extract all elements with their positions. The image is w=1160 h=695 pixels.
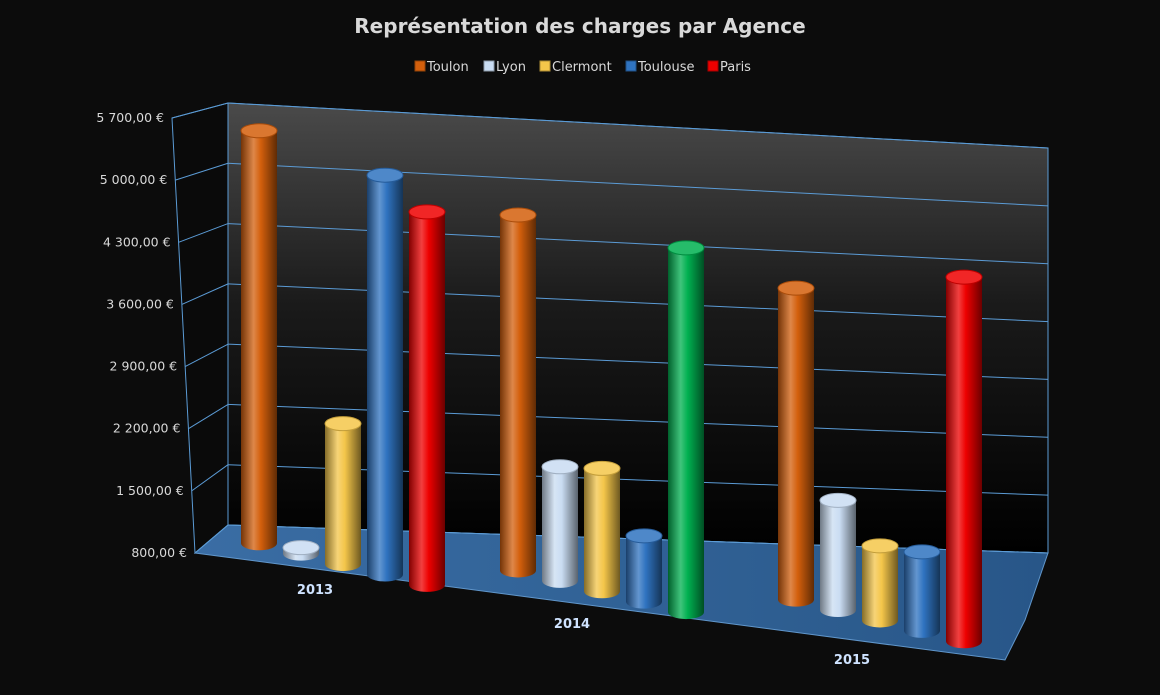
bar-clermont-2014: [583, 460, 621, 599]
legend-item-clermont: Clermont: [539, 60, 612, 75]
legend-label: Toulouse: [637, 60, 695, 75]
legend-swatch: [707, 60, 719, 72]
bar-paris-2014: [667, 240, 705, 620]
gridline-side: [181, 283, 229, 305]
bar-top: [819, 492, 857, 508]
bar-top: [861, 538, 899, 554]
bar-toulouse-2014: [625, 528, 663, 609]
gridline-side: [171, 102, 229, 119]
y-tick-label: 1 500,00 €: [116, 483, 184, 498]
category-label: 2014: [554, 617, 590, 632]
y-tick-label: 2 900,00 €: [110, 359, 178, 374]
legend-item-paris: Paris: [707, 60, 751, 75]
y-tick-label: 800,00 €: [131, 545, 187, 560]
bar-body: [862, 545, 898, 628]
y-axis-ticks: 5 700,00 € 5 000,00 € 4 300,00 € 3 600,00 €…: [96, 110, 187, 560]
bar-top: [903, 544, 941, 560]
bar-paris-2015: [945, 269, 983, 649]
bar-lyon-2014: [541, 459, 579, 588]
bar-body: [820, 500, 856, 618]
gridline-side: [184, 343, 229, 368]
legend-label: Clermont: [552, 60, 612, 75]
gridline: [227, 464, 1049, 496]
gridline-side: [194, 524, 229, 554]
bar-body: [325, 423, 361, 572]
legend-swatch: [539, 60, 551, 72]
bar-top: [366, 167, 404, 183]
x-axis-categories: 2013 2014 2015: [297, 583, 870, 668]
bar-body: [367, 175, 403, 582]
y-tick-label: 5 700,00 €: [96, 110, 164, 125]
bar-body: [668, 247, 704, 620]
legend-item-lyon: Lyon: [483, 60, 526, 75]
gridline-side: [175, 162, 229, 181]
bar-top: [240, 123, 278, 139]
bar-body: [778, 288, 814, 607]
gridline: [227, 403, 1049, 438]
gridline: [227, 162, 1049, 207]
legend-item-toulouse: Toulouse: [625, 60, 695, 75]
legend-swatch: [625, 60, 637, 72]
gridline-side: [188, 404, 229, 430]
gridline: [227, 283, 1049, 323]
gridline: [227, 102, 1049, 149]
category-label: 2015: [834, 653, 870, 668]
gridline-side: [178, 223, 229, 243]
y-tick-label: 4 300,00 €: [103, 234, 171, 249]
bar-toulouse-2015: [903, 544, 941, 638]
bar-body: [241, 130, 277, 551]
legend-label: Paris: [720, 60, 751, 75]
bar-body: [904, 551, 940, 638]
bar-clermont-2013: [324, 416, 362, 572]
legend-item-toulon: Toulon: [414, 60, 469, 75]
y-tick-label: 5 000,00 €: [100, 172, 168, 187]
bar-top: [667, 240, 705, 256]
bar-toulon-2015: [777, 280, 815, 607]
chart-title: Représentation des charges par Agence: [354, 14, 805, 38]
bar-top: [541, 459, 579, 475]
legend-label: Lyon: [496, 60, 526, 75]
bars: [240, 123, 983, 649]
bar-body: [409, 211, 445, 592]
bar-top: [499, 207, 537, 223]
bar-top: [625, 528, 663, 544]
y-tick-label: 2 200,00 €: [113, 421, 181, 436]
category-label: 2013: [297, 583, 333, 598]
bar-toulon-2013: [240, 123, 278, 551]
bar-top: [777, 280, 815, 296]
bar-clermont-2015: [861, 538, 899, 628]
bar-lyon-2015: [819, 492, 857, 618]
bar-toulouse-2013: [366, 167, 404, 582]
bar-top: [945, 269, 983, 285]
legend-swatch: [483, 60, 495, 72]
bar-body: [626, 535, 662, 609]
bar-top: [324, 416, 362, 432]
bar-paris-2013: [408, 204, 446, 592]
legend-label: Toulon: [426, 60, 469, 75]
bar-top: [282, 540, 320, 556]
legend: Toulon Lyon Clermont Toulouse Paris: [414, 60, 751, 75]
y-tick-label: 3 600,00 €: [106, 296, 174, 311]
bar-body: [946, 277, 982, 649]
legend-swatch: [414, 60, 426, 72]
bar-body: [500, 215, 536, 578]
bar-lyon-2013: [282, 540, 320, 561]
gridline: [227, 343, 1049, 380]
gridline: [227, 223, 1049, 265]
bar-body: [542, 466, 578, 588]
bar-body: [584, 468, 620, 599]
gridline-side: [191, 464, 229, 492]
bar-top: [408, 204, 446, 220]
bar-top: [583, 460, 621, 476]
bar-toulon-2014: [499, 207, 537, 578]
